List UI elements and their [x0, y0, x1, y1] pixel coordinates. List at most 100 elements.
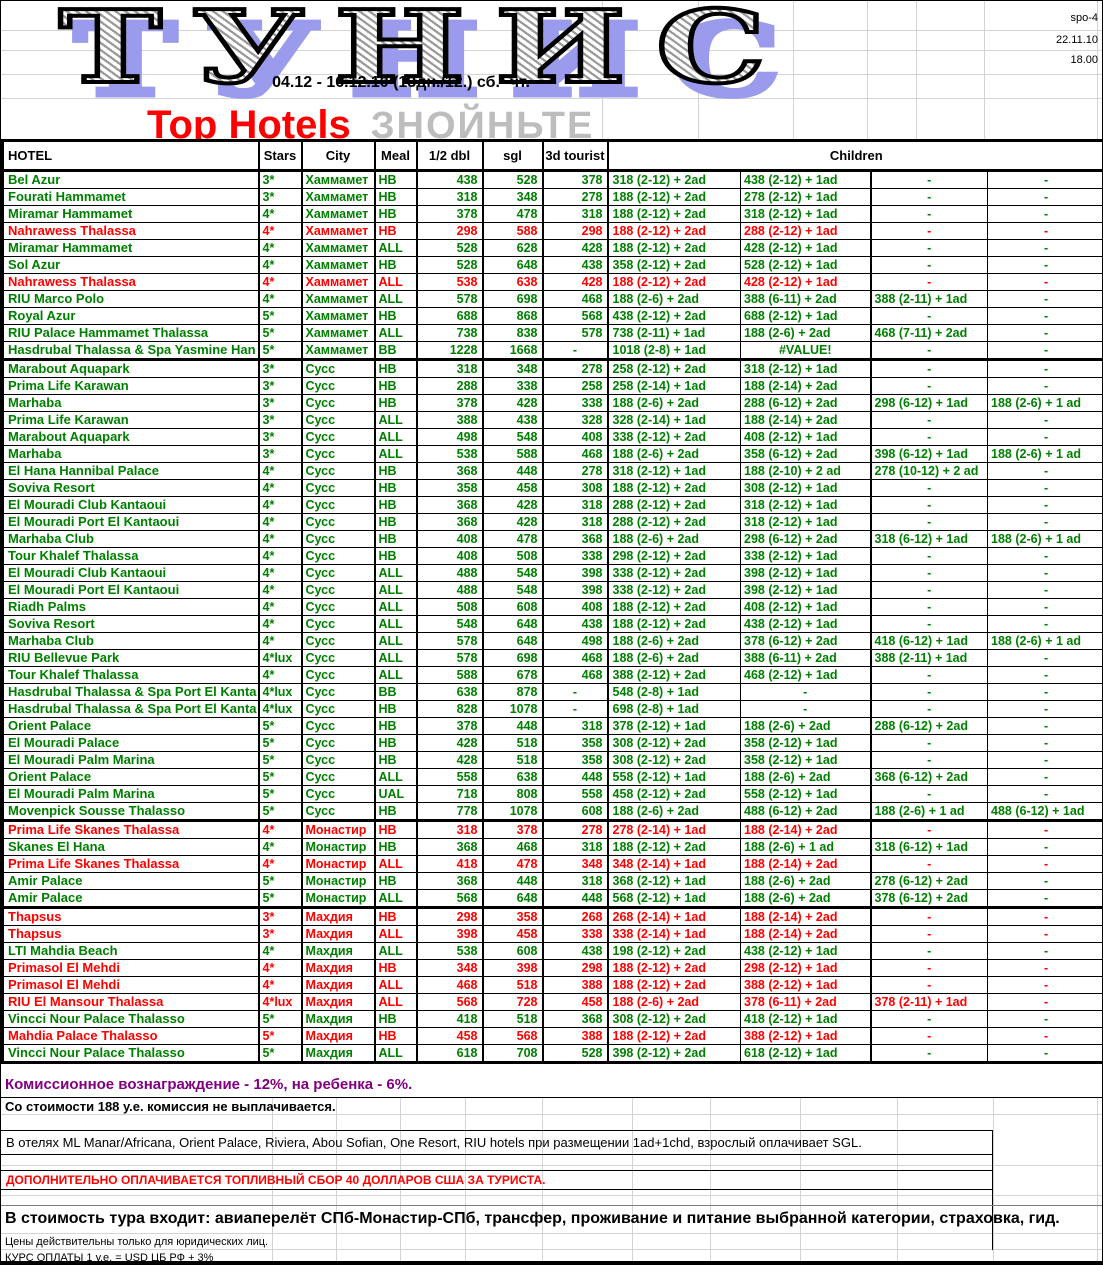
cell-ch2: 408 (2-12) + 1ad [740, 428, 871, 446]
cell-sgl: 728 [481, 993, 543, 1011]
col-header-children: Children [606, 140, 1102, 172]
cell-stars: 3* [257, 445, 302, 463]
cell-ch1: 188 (2-12) + 2ad [606, 615, 741, 633]
cell-ch1: 378 (2-12) + 1ad [606, 717, 741, 735]
cell-stars: 3* [257, 377, 302, 395]
cell-t3d: - [541, 700, 608, 718]
cell-ch2: 438 (2-12) + 1ad [740, 942, 871, 960]
promo-watermark-text: ЗНОЙНЬТЕ [370, 105, 595, 139]
cell-sgl: 448 [481, 872, 543, 890]
cell-ch2: 358 (2-12) + 1ad [740, 751, 871, 769]
cell-hotel: Marhaba Club [2, 632, 259, 650]
cell-t3d: 398 [541, 581, 608, 599]
gridline [916, 1, 917, 139]
table-row: Marhaba Club 4* Сусс HB 408 478 368 188 (2-6) +… [2, 530, 1102, 548]
cell-ch1: 1018 (2-8) + 1ad [606, 341, 741, 360]
cell-stars: 3* [257, 906, 302, 926]
cell-ch1: 308 (2-12) + 2ad [606, 734, 741, 752]
cell-dbl: 368 [415, 872, 483, 890]
cell-ch4: - [986, 1044, 1102, 1063]
cell-ch2: 408 (2-12) + 1ad [740, 598, 871, 616]
cell-t3d: 268 [541, 906, 608, 926]
cell-dbl: 398 [415, 925, 483, 943]
cell-meal: HB [373, 205, 417, 223]
cell-meal: HB [373, 513, 417, 531]
cell-sgl: 428 [481, 496, 543, 514]
cell-ch2: 428 (2-12) + 1ad [740, 273, 871, 291]
cell-ch2: 298 (2-12) + 1ad [740, 959, 871, 977]
cell-sgl: 638 [481, 768, 543, 786]
cell-ch1: 348 (2-14) + 1ad [606, 855, 741, 873]
cell-meal: HB [373, 462, 417, 480]
cell-city: Махдия [300, 993, 375, 1011]
cell-stars: 5* [257, 1044, 302, 1063]
cell-stars: 4* [257, 479, 302, 497]
cell-ch3: - [869, 615, 988, 633]
table-row: Tour Khalef Thalassa 4* Сусс HB 408 508 338 298… [2, 547, 1102, 565]
cell-city: Хаммамет [300, 290, 375, 308]
cell-sgl: 808 [481, 785, 543, 803]
gridline [1, 98, 1102, 99]
cell-t3d: 388 [541, 976, 608, 994]
cell-sgl: 518 [481, 751, 543, 769]
cell-dbl: 388 [415, 411, 483, 429]
cell-ch2: 308 (2-12) + 1ad [740, 479, 871, 497]
cell-meal: HB [373, 377, 417, 395]
cell-ch3: 378 (2-11) + 1ad [869, 993, 988, 1011]
gridline [1097, 1, 1098, 139]
cell-t3d: 358 [541, 751, 608, 769]
cell-ch4: 188 (2-6) + 1 ad [986, 632, 1102, 650]
cell-ch1: 358 (2-12) + 2ad [606, 256, 741, 274]
cell-ch4: - [986, 324, 1102, 342]
table-row: RIU Marco Polo 4* Хаммамет ALL 578 698 468 188 … [2, 290, 1102, 308]
cell-dbl: 318 [415, 358, 483, 378]
cell-meal: HB [373, 872, 417, 890]
cell-meal: ALL [373, 324, 417, 342]
cell-meal: HB [373, 307, 417, 325]
cell-ch4: - [986, 942, 1102, 960]
cell-hotel: Marabout Aquapark [2, 358, 259, 378]
cell-ch1: 278 (2-14) + 1ad [606, 819, 741, 839]
cell-sgl: 448 [481, 717, 543, 735]
cell-ch1: 188 (2-12) + 2ad [606, 976, 741, 994]
cell-stars: 4* [257, 855, 302, 873]
cell-meal: UAL [373, 785, 417, 803]
table-row: Skanes El Hana 4* Монастир HB 368 468 318 188 (… [2, 838, 1102, 856]
cell-sgl: 518 [481, 976, 543, 994]
cell-ch3: - [869, 256, 988, 274]
cell-hotel: Orient Palace [2, 717, 259, 735]
gridline [542, 1098, 543, 1261]
cell-city: Махдия [300, 1010, 375, 1028]
cell-t3d: 368 [541, 530, 608, 548]
cell-city: Махдия [300, 1027, 375, 1045]
title-text: ТУНИС [56, 1, 796, 101]
promo-top-hotels-label: Top Hotels [147, 103, 351, 139]
table-row: El Mouradi Club Kantaoui 4* Сусс HB 368 428 31… [2, 496, 1102, 514]
cell-stars: 5* [257, 1027, 302, 1045]
cell-dbl: 828 [415, 700, 483, 718]
cell-hotel: Royal Azur [2, 307, 259, 325]
cell-meal: ALL [373, 976, 417, 994]
cell-t3d: 398 [541, 564, 608, 582]
cell-city: Монастир [300, 838, 375, 856]
cell-dbl: 378 [415, 205, 483, 223]
cell-city: Хаммамет [300, 324, 375, 342]
table-row: Prima Life Karawan 3* Сусс HB 288 338 258 258 (… [2, 377, 1102, 395]
cell-hotel: RIU Bellevue Park [2, 649, 259, 667]
table-row: Soviva Resort 4* Сусс ALL 548 648 438 188 (2-12… [2, 615, 1102, 633]
cell-ch3: - [869, 976, 988, 994]
cell-ch1: 308 (2-12) + 2ad [606, 751, 741, 769]
table-row: Amir Palace 5* Монастир ALL 568 648 448 568 (2-… [2, 889, 1102, 908]
cell-meal: HB [373, 256, 417, 274]
cell-ch3: - [869, 273, 988, 291]
cell-stars: 3* [257, 925, 302, 943]
cell-sgl: 878 [481, 683, 543, 701]
cell-hotel: Riadh Palms [2, 598, 259, 616]
table-row: Nahrawess Thalassa 4* Хаммамет HB 298 588 298 1… [2, 222, 1102, 240]
cell-stars: 5* [257, 889, 302, 908]
cell-hotel: Nahrawess Thalassa [2, 273, 259, 291]
cell-t3d: 318 [541, 717, 608, 735]
table-row: Thapsus 3* Махдия HB 298 358 268 268 (2-14) + 1… [2, 906, 1102, 926]
cell-dbl: 408 [415, 530, 483, 548]
cell-dbl: 558 [415, 768, 483, 786]
